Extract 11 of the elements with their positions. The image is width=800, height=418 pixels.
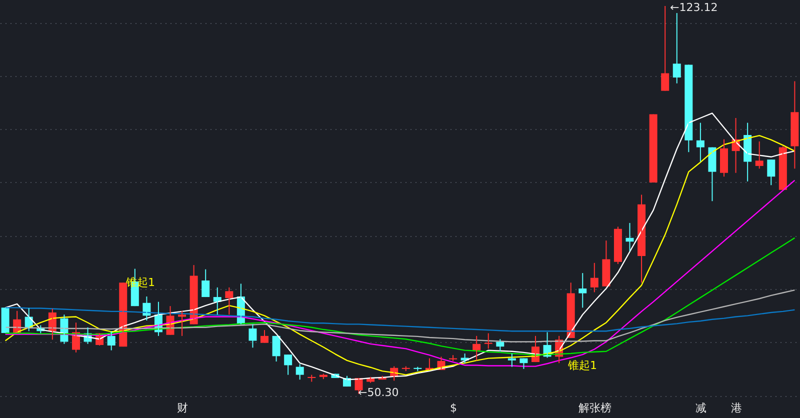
annotation: ←123.12 <box>670 1 718 14</box>
candlestick <box>661 6 670 92</box>
candlestick <box>755 140 764 170</box>
annotation: ←50.30 <box>358 386 399 399</box>
x-tick-label: 财 <box>177 402 188 414</box>
x-tick-label: 港 <box>730 402 742 414</box>
x-tick-label: $ <box>450 402 458 414</box>
x-tick-label: 解张榜 <box>578 402 612 414</box>
candlestick <box>578 272 587 308</box>
x-tick-label: 减 <box>695 402 706 414</box>
annotation: 锥起1 <box>567 359 597 372</box>
